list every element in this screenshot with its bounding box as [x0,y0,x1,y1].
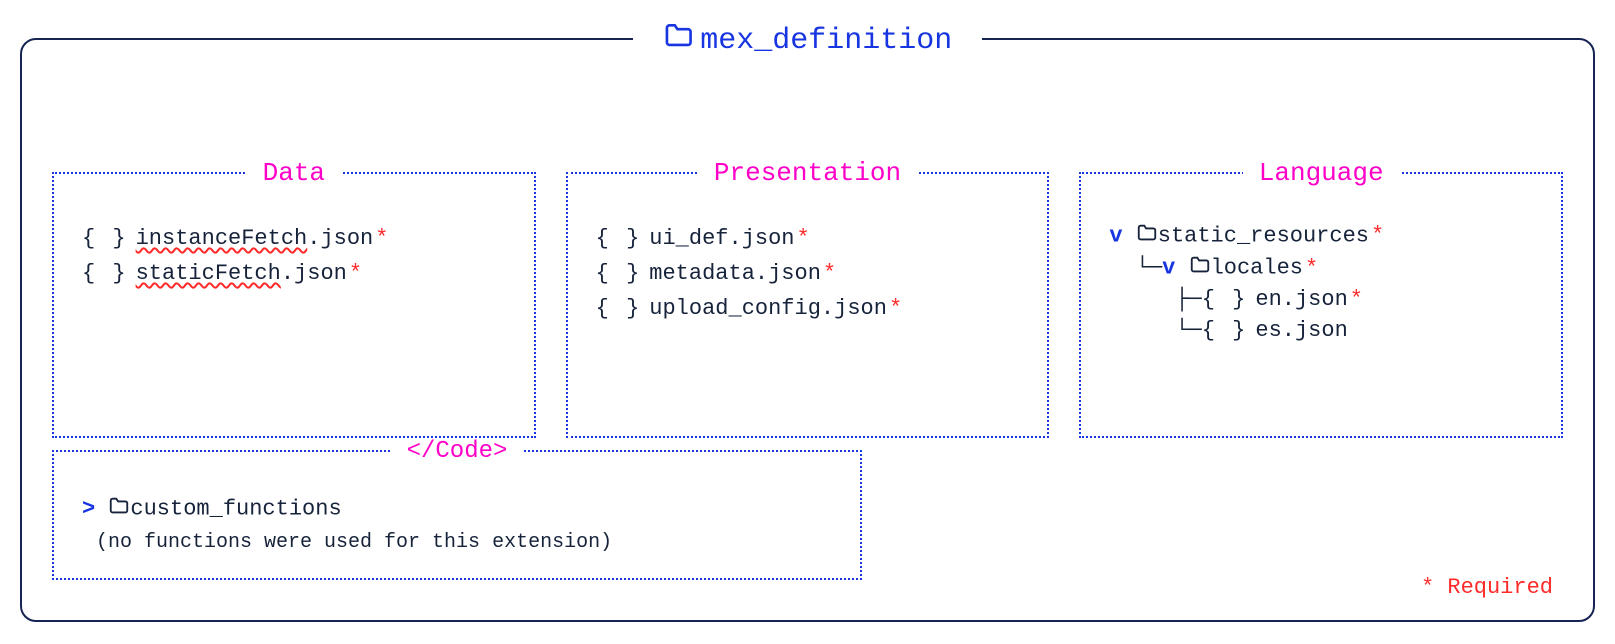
tree-root: v static_resources* [1109,222,1533,248]
folder-icon [1136,223,1158,248]
json-icon: { } [1202,287,1248,312]
file-name: instanceFetch [136,226,308,251]
tree-leaf: ├─{ } en.json* [1109,287,1533,312]
tree-leaf: └─{ } es.json [1109,318,1533,343]
json-icon: { } [596,261,642,286]
outer-title-text: mex_definition [700,24,952,58]
json-icon: { } [596,226,642,251]
required-star: * [823,261,836,286]
file-name: staticFetch [136,261,281,286]
top-row: Data { }instanceFetch.json* { }staticFet… [52,158,1563,438]
data-title: Data [247,158,341,188]
tree-label: locales [1211,256,1303,281]
json-icon: { } [1202,318,1248,343]
required-legend: * Required [1421,575,1553,600]
tree-connector: ├─ [1109,287,1201,312]
chevron-down-icon: v [1109,223,1135,248]
file-name: upload_config [649,296,821,321]
tree-connector: └─ [1109,256,1162,281]
folder-icon [1189,256,1211,281]
presentation-box: Presentation { }ui_def.json* { }metadata… [566,158,1050,438]
json-icon: { } [82,226,128,251]
file-ext: .json [307,226,373,251]
file-item: { } staticFetch.json* [82,261,506,286]
presentation-title: Presentation [698,158,917,188]
tree-connector: └─ [1109,318,1201,343]
required-star: * [1305,256,1318,281]
file-name: ui_def [649,226,728,251]
file-item: { } instanceFetch.json* [82,226,506,251]
code-box: </Code> > custom_functions (no functions… [52,438,862,580]
data-box: Data { }instanceFetch.json* { }staticFet… [52,158,536,438]
folder-icon [663,24,695,58]
file-ext: .json [821,296,887,321]
file-item: { } ui_def.json* [596,226,1020,251]
tree-label: static_resources [1158,223,1369,248]
json-icon: { } [82,261,128,286]
file-ext: .json [755,261,821,286]
mex-definition-container: mex_definition Data { }instanceFetch.jso… [20,20,1595,622]
required-star: * [889,296,902,321]
file-item: { } metadata.json* [596,261,1020,286]
language-title: Language [1243,158,1400,188]
language-box: Language v static_resources* └─v locales… [1079,158,1563,438]
required-star: * [1371,223,1384,248]
folder-icon [108,496,130,521]
chevron-right-icon: > [82,496,108,521]
file-name: metadata [649,261,755,286]
chevron-down-icon: v [1162,256,1188,281]
json-icon: { } [596,296,642,321]
tree-child: └─v locales* [1109,254,1533,280]
file-item: { } upload_config.json* [596,296,1020,321]
required-star: * [1350,287,1363,312]
required-star: * [797,226,810,251]
folder-label: custom_functions [130,496,341,521]
required-star: * [349,261,362,286]
code-note: (no functions were used for this extensi… [96,531,832,554]
folder-item: > custom_functions [82,495,832,521]
outer-title: mex_definition [633,20,983,58]
tree-label: en.json [1255,287,1347,312]
code-title: </Code> [391,438,524,465]
file-ext: .json [729,226,795,251]
file-ext: .json [281,261,347,286]
required-star: * [375,226,388,251]
tree-label: es.json [1255,318,1347,343]
